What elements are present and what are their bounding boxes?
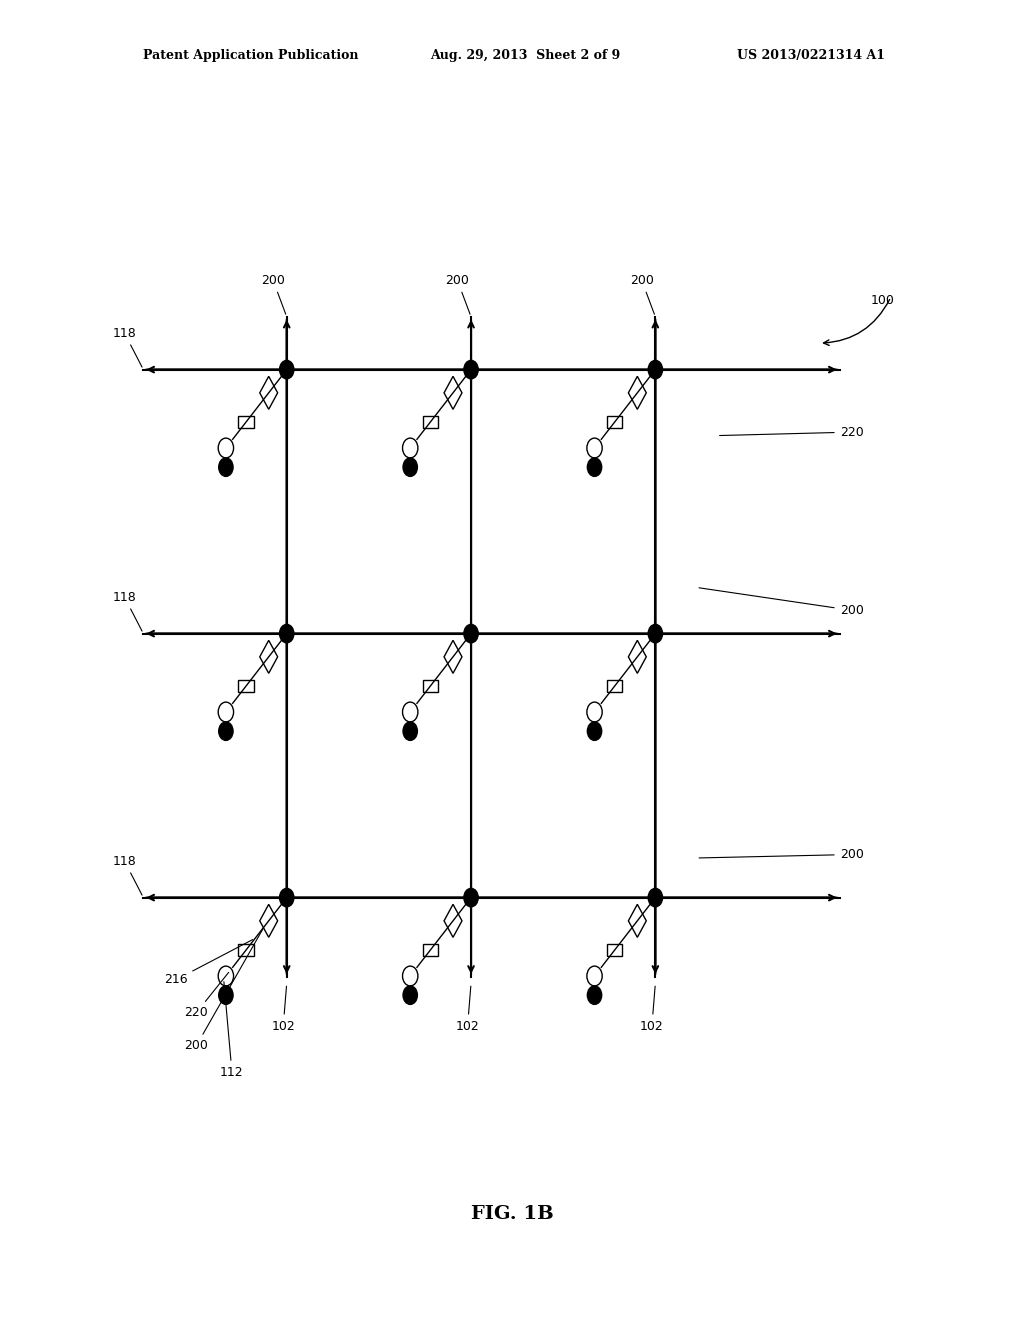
Circle shape [648, 360, 663, 379]
Bar [239, 680, 254, 692]
Circle shape [588, 986, 602, 1005]
Bar [423, 416, 438, 428]
Text: 200: 200 [699, 587, 863, 616]
Circle shape [280, 888, 294, 907]
Circle shape [464, 360, 478, 379]
Circle shape [648, 624, 663, 643]
Bar [607, 680, 623, 692]
Circle shape [403, 722, 418, 741]
Text: 102: 102 [271, 986, 295, 1032]
Circle shape [403, 458, 418, 477]
Text: 118: 118 [113, 590, 142, 631]
Bar [423, 680, 438, 692]
Text: 220: 220 [184, 973, 228, 1019]
Circle shape [219, 458, 233, 477]
Text: 102: 102 [456, 986, 479, 1032]
Text: 100: 100 [870, 293, 894, 306]
Circle shape [588, 458, 602, 477]
Circle shape [464, 888, 478, 907]
Text: Patent Application Publication: Patent Application Publication [143, 49, 358, 62]
Text: US 2013/0221314 A1: US 2013/0221314 A1 [737, 49, 886, 62]
Text: 200: 200 [261, 273, 286, 314]
Text: 200: 200 [630, 273, 654, 314]
Circle shape [219, 986, 233, 1005]
Text: 200: 200 [184, 929, 263, 1052]
Text: 200: 200 [699, 847, 863, 861]
Text: 216: 216 [164, 940, 253, 986]
Bar [607, 416, 623, 428]
Circle shape [648, 888, 663, 907]
Bar [239, 416, 254, 428]
Circle shape [280, 360, 294, 379]
Bar [239, 944, 254, 956]
Text: 118: 118 [113, 326, 142, 367]
Text: FIG. 1B: FIG. 1B [471, 1205, 553, 1224]
Circle shape [588, 722, 602, 741]
Text: Aug. 29, 2013  Sheet 2 of 9: Aug. 29, 2013 Sheet 2 of 9 [430, 49, 621, 62]
Bar [607, 944, 623, 956]
Circle shape [464, 624, 478, 643]
Circle shape [219, 722, 233, 741]
Text: 200: 200 [445, 273, 470, 314]
Text: 220: 220 [720, 425, 863, 438]
Circle shape [403, 986, 418, 1005]
Text: 118: 118 [113, 854, 142, 895]
Text: 112: 112 [220, 982, 244, 1078]
Bar [423, 944, 438, 956]
Circle shape [280, 624, 294, 643]
Text: 102: 102 [640, 986, 664, 1032]
